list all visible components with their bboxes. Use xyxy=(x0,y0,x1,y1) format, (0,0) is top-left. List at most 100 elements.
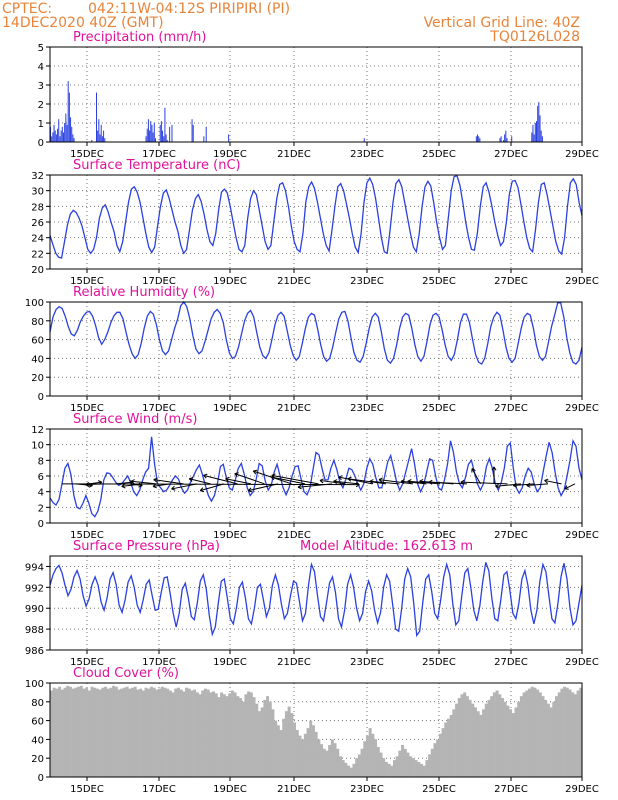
precip-panel: Precipitation (mm/h) 0 1 2 3 4 5 15DEC 17DEC 19DE… xyxy=(38,30,599,160)
cloud-bar xyxy=(249,692,253,777)
precip-bar xyxy=(534,123,536,142)
cloud-bar xyxy=(576,690,580,777)
precip-bar xyxy=(537,105,539,142)
rh-ytick-label: 100 xyxy=(25,298,44,309)
rh-ytick-label: 40 xyxy=(31,354,44,365)
precip-bar xyxy=(101,136,103,142)
rh-panel: Relative Humidity (%) 0 20 40 60 80 100 15DEC 17… xyxy=(25,285,599,414)
wind-vector-head xyxy=(297,484,302,490)
cloud-bar xyxy=(352,763,356,777)
cloud-bar xyxy=(552,701,556,777)
header-datetime: 14DEC2020 40Z (GMT) xyxy=(2,15,164,31)
cloud-bar xyxy=(263,699,267,777)
precip-bar xyxy=(58,119,60,142)
cloud-bar xyxy=(93,687,97,777)
wind-vector-head xyxy=(188,477,194,482)
wind-vector xyxy=(369,480,400,485)
wind-vector-head xyxy=(512,482,518,488)
cloud-bar xyxy=(503,701,507,777)
wind-vector xyxy=(115,481,134,485)
cloud-bar xyxy=(311,725,315,777)
precip-xtick-label: 19DEC xyxy=(213,149,247,160)
precip-bar xyxy=(98,119,100,142)
cloud-bar xyxy=(125,686,129,777)
cloud-bar xyxy=(446,718,450,777)
cloud-bar xyxy=(266,696,270,777)
cloud-bar xyxy=(179,689,183,777)
cloud-xtick-label: 19DEC xyxy=(213,784,247,795)
wind-vector xyxy=(333,480,360,485)
wind-vector-head xyxy=(153,477,158,483)
wind-vector xyxy=(248,483,279,492)
pressure-xtick-label: 29DEC xyxy=(565,657,599,668)
pressure-series-line xyxy=(49,561,583,638)
wind-vector xyxy=(171,483,198,490)
wind-xtick-label: 27DEC xyxy=(494,530,528,541)
cloud-bar xyxy=(293,722,297,777)
rh-xtick-label: 19DEC xyxy=(213,403,247,414)
precip-bar xyxy=(149,130,151,142)
pressure-ytick-label: 994 xyxy=(25,562,44,573)
cloud-bar xyxy=(509,709,513,777)
cloud-bar xyxy=(357,754,361,777)
wind-xtick-label: 15DEC xyxy=(70,530,104,541)
precip-bar xyxy=(152,132,154,142)
cloud-bar xyxy=(247,691,251,777)
wind-vector xyxy=(564,483,576,490)
precip-bar xyxy=(532,124,534,142)
cloud-bar xyxy=(344,762,348,777)
wind-xtick-label: 19DEC xyxy=(213,530,247,541)
rh-frame xyxy=(49,301,583,397)
precip-bar xyxy=(541,136,543,142)
cloud-bar xyxy=(498,694,502,777)
pressure-xtick-label: 19DEC xyxy=(213,657,247,668)
wind-vector-head xyxy=(338,475,343,481)
precip-bar xyxy=(538,102,540,142)
precip-bar xyxy=(65,113,67,142)
precip-bar xyxy=(104,138,106,142)
cloud-bar xyxy=(190,690,194,777)
cloud-bar xyxy=(214,693,218,777)
precip-bar xyxy=(192,124,194,142)
precip-bar xyxy=(363,138,365,142)
cloud-bar xyxy=(220,692,224,777)
cloud-bar xyxy=(374,739,378,777)
precip-ytick-label: 5 xyxy=(38,43,44,54)
temp-title: Surface Temperature (nC) xyxy=(73,158,241,173)
cloud-bar xyxy=(82,688,86,777)
wind-xtick-label: 25DEC xyxy=(422,530,456,541)
cloud-bar xyxy=(541,696,545,777)
cloud-bar xyxy=(257,711,261,777)
wind-vector-head xyxy=(544,478,549,484)
cloud-bar xyxy=(295,730,299,777)
cloud-bar xyxy=(328,745,332,777)
precip-bar xyxy=(499,138,501,142)
temp-xtick-label: 21DEC xyxy=(277,276,311,287)
precip-xtick-label: 29DEC xyxy=(565,149,599,160)
precip-bar xyxy=(511,136,513,142)
precip-bar xyxy=(99,134,101,142)
cloud-bar xyxy=(425,760,429,777)
cloud-bar xyxy=(417,761,421,777)
temp-panel: Surface Temperature (nC) 20 22 24 26 28 30 32 15… xyxy=(31,158,599,287)
cloud-bar xyxy=(141,690,145,777)
wind-ytick-label: 12 xyxy=(31,425,44,436)
cloud-bar xyxy=(50,690,54,777)
rh-xtick-label: 29DEC xyxy=(565,403,599,414)
header-source: CPTEC: xyxy=(2,1,52,17)
cloud-bar xyxy=(114,686,118,777)
wind-vector xyxy=(121,483,144,487)
wind-panel: Surface Wind (m/s) 0 2 4 6 8 10 12 15DEC 17DEC 19D… xyxy=(31,412,599,541)
cloud-bar xyxy=(390,765,394,777)
cloud-bar xyxy=(320,744,324,777)
cloud-bar xyxy=(101,687,105,777)
cloud-bar xyxy=(147,688,151,777)
cloud-bar xyxy=(228,693,232,777)
cloud-bar xyxy=(217,697,221,777)
wind-vector-head xyxy=(400,479,405,485)
wind-vector xyxy=(153,479,184,485)
cloud-bar xyxy=(187,688,191,777)
rh-ytick-label: 20 xyxy=(31,373,44,384)
pressure-xtick-label: 17DEC xyxy=(142,657,176,668)
cloud-bar xyxy=(565,687,569,777)
